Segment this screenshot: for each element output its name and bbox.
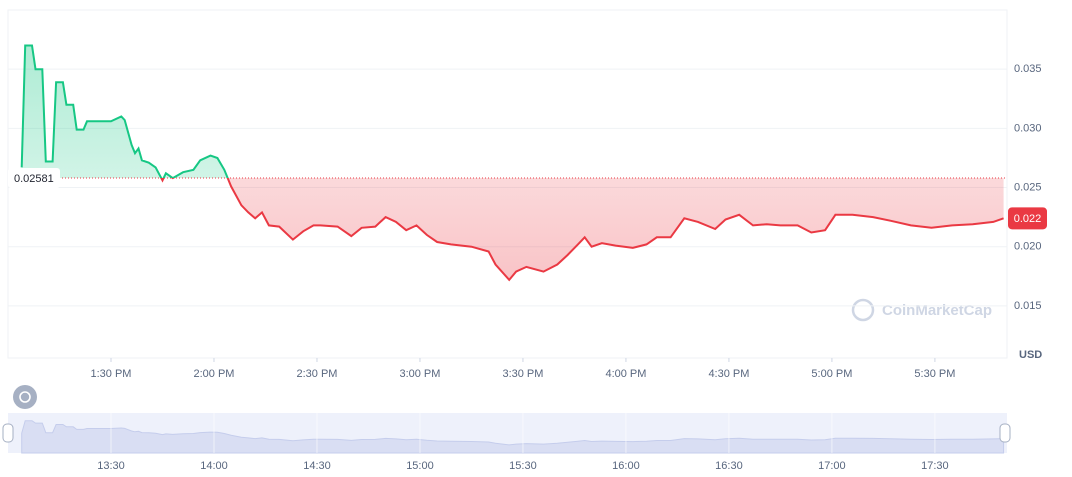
x-tick-label: 3:30 PM [502, 368, 543, 380]
navigator-tick-label: 16:00 [612, 460, 640, 472]
baseline-label: 0.02581 [14, 173, 54, 185]
navigator-tick-label: 15:30 [509, 460, 537, 472]
y-tick-label: 0.015 [1014, 300, 1042, 312]
x-tick-label: 2:00 PM [193, 368, 234, 380]
price-line-down [160, 177, 1004, 282]
area-down [161, 177, 1004, 280]
watermark-text: CoinMarketCap [882, 302, 992, 319]
area-up [21, 45, 1004, 178]
navigator-tick-label: 13:30 [97, 460, 125, 472]
navigator-tick-label: 15:00 [406, 460, 434, 472]
watermark: CoinMarketCap [851, 298, 992, 322]
navigator-tick-label: 17:00 [818, 460, 846, 472]
history-button[interactable] [13, 385, 37, 409]
y-tick-label: 0.020 [1014, 241, 1042, 253]
navigator-tick-label: 16:30 [715, 460, 743, 472]
x-tick-label: 5:00 PM [811, 368, 852, 380]
x-tick-label: 3:00 PM [399, 368, 440, 380]
x-tick-label: 4:30 PM [708, 368, 749, 380]
navigator-tick-label: 17:30 [921, 460, 949, 472]
y-tick-label: 0.025 [1014, 181, 1042, 193]
navigator-area [21, 420, 1005, 454]
baseline-label-box [8, 167, 60, 188]
last-value-box [1008, 207, 1047, 230]
y-tick-label: 0.035 [1014, 63, 1042, 75]
x-tick-label: 5:30 PM [914, 368, 955, 380]
navigator-handle-left[interactable] [2, 423, 14, 443]
x-tick-label: 1:30 PM [91, 368, 132, 380]
y-axis-unit: USD [1019, 349, 1042, 361]
x-tick-label: 4:00 PM [605, 368, 646, 380]
y-tick-label: 0.030 [1014, 122, 1042, 134]
price-line-up [20, 44, 229, 178]
navigator-handle-right[interactable] [999, 423, 1011, 443]
last-value-label: 0.022 [1014, 213, 1042, 225]
navigator-tick-label: 14:30 [303, 460, 331, 472]
x-tick-label: 2:30 PM [296, 368, 337, 380]
navigator-tick-label: 14:00 [200, 460, 228, 472]
